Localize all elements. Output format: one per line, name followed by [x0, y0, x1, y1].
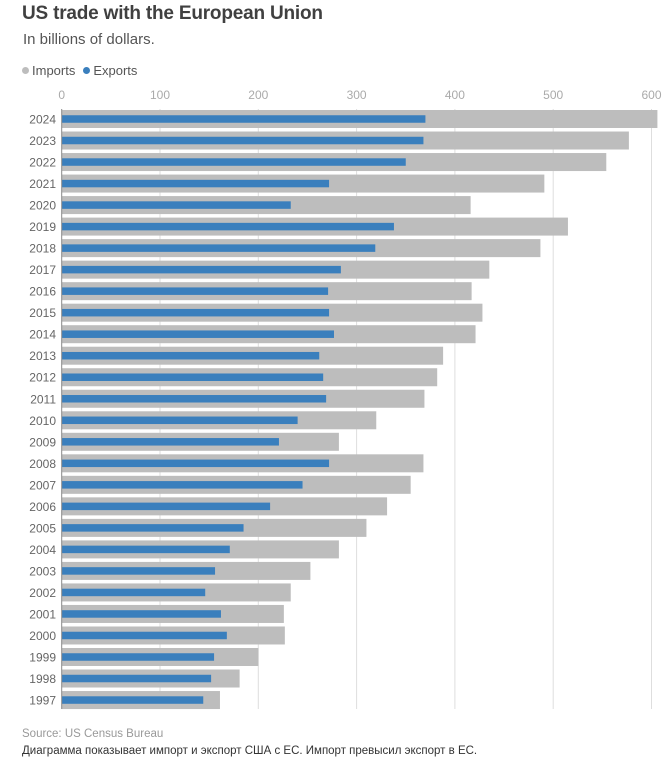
year-label: 2012: [29, 371, 56, 385]
year-label: 2024: [29, 113, 56, 127]
x-tick-label: 0: [58, 88, 65, 102]
x-tick-label: 400: [445, 88, 465, 102]
export-bar: [61, 588, 206, 597]
export-bar: [61, 674, 212, 683]
export-bar: [61, 438, 279, 446]
exports-dot-icon: [83, 67, 91, 74]
export-bar: [61, 222, 394, 231]
imports-dot-icon: [22, 67, 29, 74]
legend-item-imports: Imports: [22, 63, 75, 78]
x-tick-label: 300: [347, 88, 367, 102]
year-label: 2002: [29, 586, 56, 600]
year-label: 2023: [29, 134, 56, 148]
year-label: 2004: [29, 543, 56, 557]
source-note: Source: US Census Bureau: [22, 728, 164, 740]
legend-item-exports: Exports: [83, 63, 137, 78]
year-label: 1999: [29, 651, 56, 665]
x-tick-label: 500: [543, 88, 563, 102]
export-bar: [61, 351, 320, 360]
export-bar: [61, 610, 221, 618]
export-bar: [61, 567, 216, 575]
export-bar: [61, 201, 291, 209]
year-label: 1998: [29, 672, 56, 686]
export-bar: [61, 416, 298, 425]
year-label: 2011: [30, 392, 56, 406]
export-bar: [61, 459, 330, 468]
chart-title: US trade with the European Union: [22, 3, 323, 24]
export-bar: [61, 330, 334, 338]
export-bar: [61, 524, 244, 532]
year-label: 2019: [29, 220, 56, 234]
export-bar: [61, 545, 230, 554]
year-label: 2010: [29, 414, 56, 428]
year-label: 2015: [29, 306, 56, 320]
year-label: 2001: [29, 607, 56, 621]
bar-chart: 0 100 200 300 400 500 600 2024 2023 2022 2021 2020 2…: [29, 88, 662, 710]
year-label: 1997: [29, 694, 56, 708]
x-tick-label: 600: [641, 88, 661, 102]
year-label: 2006: [29, 500, 56, 514]
export-bar: [61, 158, 406, 166]
export-bar: [61, 244, 376, 252]
year-label: 2008: [29, 457, 56, 471]
export-bar: [61, 481, 303, 489]
year-label: 2013: [29, 349, 56, 363]
export-bar: [61, 265, 341, 274]
year-label: 2016: [29, 285, 56, 299]
export-bar: [61, 696, 204, 704]
export-bar: [61, 373, 324, 381]
year-label: 2021: [29, 177, 56, 191]
year-label: 2014: [29, 328, 56, 342]
export-bar: [61, 653, 215, 661]
export-bar: [61, 287, 329, 295]
export-bar: [61, 136, 424, 145]
x-tick-label: 200: [248, 88, 268, 102]
year-label: 2007: [29, 478, 56, 492]
year-label: 2022: [29, 156, 56, 170]
year-label: 2000: [29, 629, 56, 643]
year-label: 2017: [29, 263, 56, 277]
x-tick-label: 100: [150, 88, 170, 102]
year-label: 2003: [29, 564, 56, 578]
description-note: Диаграмма показывает импорт и экспорт СШ…: [22, 745, 478, 757]
export-bar: [61, 115, 426, 123]
export-bar: [61, 179, 330, 188]
year-label: 2020: [29, 199, 56, 213]
export-bar: [61, 308, 330, 317]
year-label: 2018: [29, 242, 56, 256]
legend: Imports Exports: [22, 63, 137, 78]
chart-subtitle: In billions of dollars.: [23, 31, 155, 48]
legend-label-exports: Exports: [93, 63, 138, 78]
export-bar: [61, 502, 271, 511]
export-bar: [61, 395, 327, 403]
export-bar: [61, 631, 227, 640]
legend-label-imports: Imports: [32, 63, 76, 78]
year-label: 2005: [29, 521, 56, 535]
year-label: 2009: [29, 435, 56, 449]
